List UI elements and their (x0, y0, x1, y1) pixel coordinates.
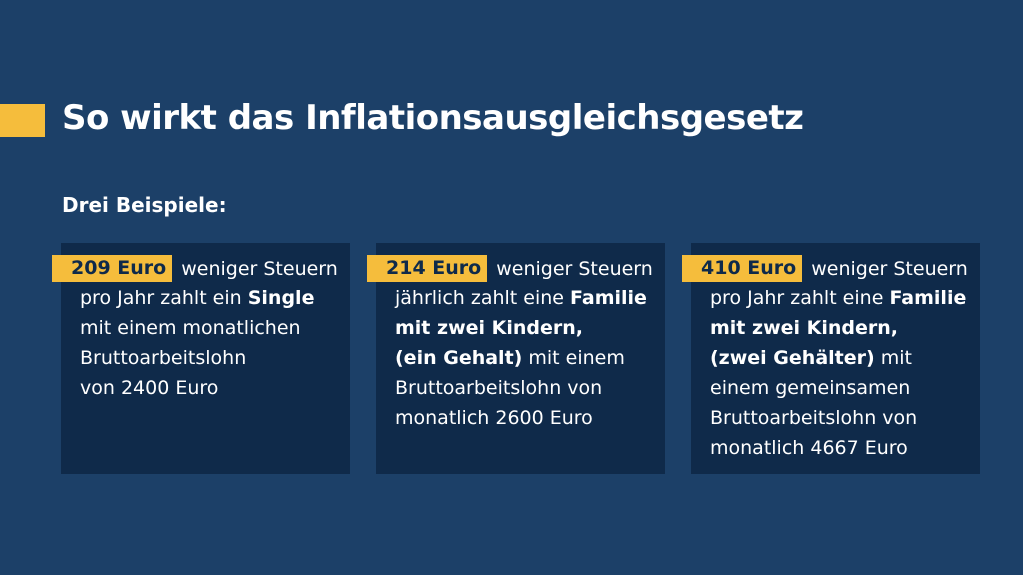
text: Bruttoarbeitslohn von (710, 407, 918, 429)
text-line: weniger Steuern (811, 258, 968, 280)
text-line: Bruttoarbeitslohn (80, 343, 246, 373)
amount: 209 Euro (52, 255, 173, 282)
amount: 214 Euro (367, 255, 488, 282)
text: mit (874, 347, 912, 369)
first-line: 209 Euro weniger Steuern (52, 255, 338, 282)
first-line: 214 Euro weniger Steuern (367, 255, 653, 282)
text-line: jährlich zahlt eine Familie (395, 283, 647, 313)
text: mit einem monatlichen (80, 317, 301, 339)
bold-text: mit zwei Kindern, (395, 317, 583, 339)
text-line: mit einem monatlichen (80, 313, 301, 343)
text: weniger Steuern (181, 257, 338, 280)
text: weniger Steuern (811, 257, 968, 280)
text-line: pro Jahr zahlt ein Single (80, 283, 314, 313)
bold-text: mit zwei Kindern, (710, 317, 898, 339)
text-line: (zwei Gehälter) mit (710, 343, 912, 373)
amount: 410 Euro (682, 255, 803, 282)
text: Bruttoarbeitslohn von (395, 377, 603, 399)
text-line: pro Jahr zahlt eine Familie (710, 283, 966, 313)
bold-text: Familie (570, 287, 647, 309)
bold-text: (ein Gehalt) (395, 347, 523, 369)
text-line: weniger Steuern (496, 258, 653, 280)
text: Bruttoarbeitslohn (80, 347, 247, 369)
text-line: mit zwei Kindern, (395, 313, 583, 343)
text-line: einem gemeinsamen (710, 373, 910, 403)
text-line: monatlich 4667 Euro (710, 433, 908, 463)
card: 209 Euro weniger Steuern pro Jahr zahlt ei… (52, 243, 350, 474)
bold-text: Single (247, 287, 315, 309)
text-line: Bruttoarbeitslohn von (395, 373, 602, 403)
text: weniger Steuern (496, 257, 653, 280)
bold-text: Familie (889, 287, 967, 309)
text-line: weniger Steuern (181, 258, 338, 280)
accent-bar (0, 104, 45, 137)
text-line: monatlich 2600 Euro (395, 403, 593, 433)
text-line: Bruttoarbeitslohn von (710, 403, 917, 433)
text-line: (ein Gehalt) mit einem (395, 343, 625, 373)
text: jährlich zahlt eine (395, 287, 571, 309)
text: monatlich 4667 Euro (710, 437, 908, 459)
card: 214 Euro weniger Steuern jährlich zahlt ei… (367, 243, 665, 474)
text: pro Jahr zahlt ein (80, 287, 248, 309)
title: So wirkt das Inflationsausgleichsgesetz (62, 98, 804, 138)
text: mit einem (522, 347, 625, 369)
text-line: mit zwei Kindern, (710, 313, 898, 343)
first-line: 410 Euro weniger Steuern (682, 255, 968, 282)
text: einem gemeinsamen (710, 377, 911, 399)
text-line: von 2400 Euro (80, 373, 218, 403)
card: 410 Euro weniger Steuern pro Jahr zahlt ei… (682, 243, 980, 474)
text: pro Jahr zahlt eine (710, 287, 890, 309)
subtitle: Drei Beispiele: (62, 193, 227, 217)
text: von 2400 Euro (80, 377, 219, 399)
bold-text: (zwei Gehälter) (710, 347, 875, 369)
text: monatlich 2600 Euro (395, 407, 593, 429)
